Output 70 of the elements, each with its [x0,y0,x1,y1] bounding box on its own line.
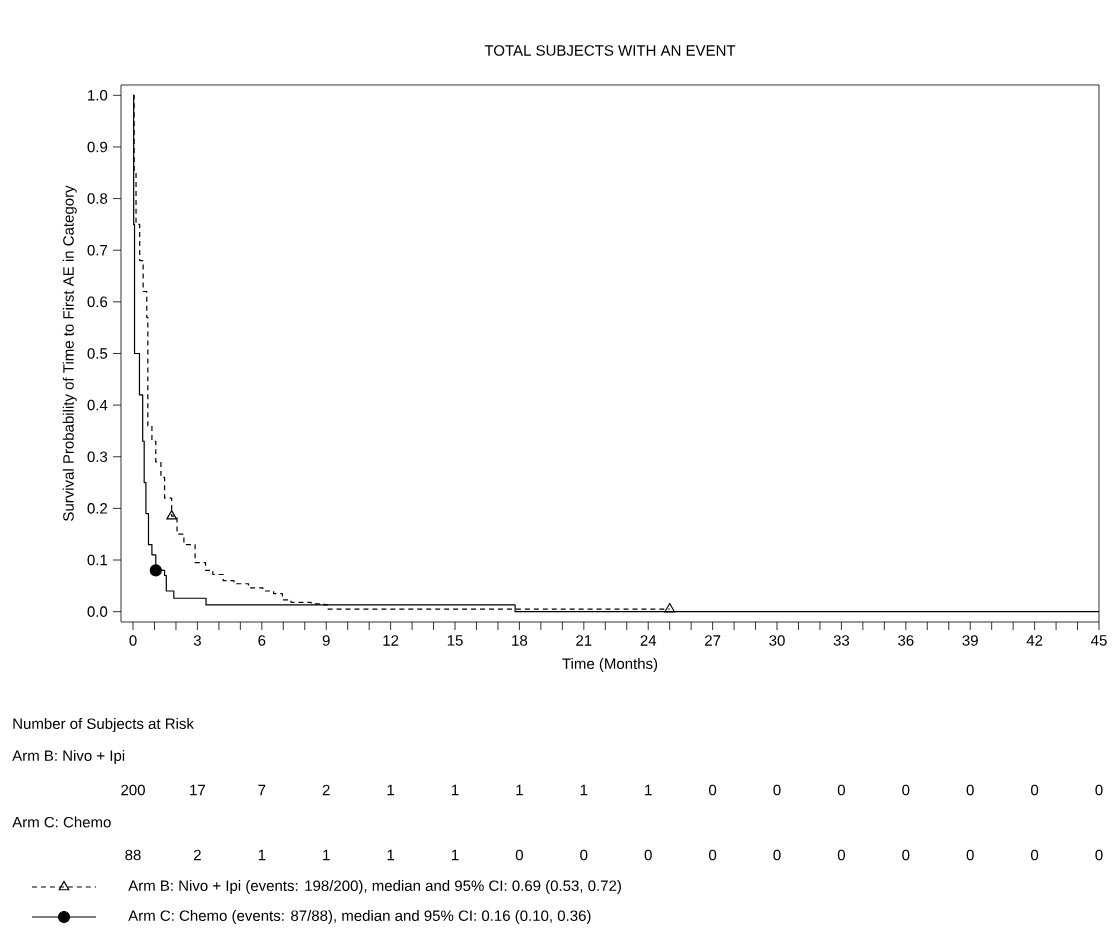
text: 0 [966,784,974,796]
text: 0 [1095,849,1103,861]
y-tick-label: 0.3 [87,451,108,463]
text: 2 [322,784,330,796]
x-tick-label: 3 [193,635,201,646]
x-tick-label: 24 [640,635,657,646]
text: 1 [645,784,652,796]
text: 0 [709,784,717,796]
text: 200 [121,784,145,796]
text: 0 [1095,784,1103,796]
point [166,510,178,520]
text: 0 [1031,849,1039,861]
text: 2 [193,849,201,861]
y-tick-label: 0.5 [87,348,108,359]
chart-title: TOTAL SUBJECTS WITH AN EVENT [484,45,736,56]
x-tick-label: 33 [833,635,850,646]
x-tick-label: 15 [447,635,463,646]
y-tick-label: 0.1 [87,554,108,566]
text: 0 [837,849,845,861]
text: 0 [709,849,717,861]
y-tick-label: 1.0 [88,90,108,101]
text: 0 [773,784,781,796]
text: 0 [773,849,781,861]
legend-label: Arm B: Nivo + Ipi (events: 198/200), median and 95% CI: 0.69 (0.53, 0.72) [128,879,621,894]
text: 0 [966,849,974,861]
x-axis-title: Time (Months) [562,658,658,672]
y-tick-label: 0.6 [87,296,108,308]
text: 1 [451,849,459,861]
x-tick-label: 27 [705,635,721,646]
y-tick-label: 0.4 [87,399,108,411]
text: 0 [580,849,588,861]
text: 1 [258,849,266,861]
text: 17 [190,784,205,796]
text: 1 [580,784,588,796]
text: 1 [451,784,459,796]
text: Arm B: Nivo + Ipi [12,749,125,764]
text: 0 [644,849,652,861]
text: 0 [902,784,910,796]
x-tick-label: 18 [512,635,528,646]
x-tick-label: 12 [383,635,399,646]
x-tick-label: 0 [129,635,137,646]
text: 0 [515,849,523,861]
text: 0 [1031,784,1039,796]
x-tick-label: 6 [258,635,266,646]
text: Number of Subjects at Risk [13,717,194,732]
x-tick-label: 45 [1091,635,1107,646]
text: 1 [387,849,395,861]
point [664,602,676,613]
x-tick-label: 42 [1026,635,1043,646]
y-tick-label: 0.0 [87,606,108,617]
text: 0 [837,784,845,796]
y-axis-title: Survival Probability of Time to First AE in Category [62,185,77,521]
x-tick-label: 30 [769,635,785,646]
text: 7 [258,784,266,796]
y-tick-label: 0.8 [87,193,108,204]
y-tick-label: 0.2 [87,503,108,514]
text: 88 [125,849,141,861]
text: 1 [323,849,330,861]
x-tick-label: 36 [898,635,914,646]
text: 0 [902,849,910,861]
text: 1 [516,784,523,796]
x-tick-label: 9 [322,635,330,646]
legend-label: Arm C: Chemo (events: 87/88), median and 95% CI: 0.16 (0.10, 0.36) [128,909,591,924]
y-tick-label: 0.9 [87,141,108,153]
text: Arm C: Chemo [12,816,111,828]
x-tick-label: 21 [576,635,592,646]
text: 1 [387,784,395,796]
y-tick-label: 0.7 [87,244,108,256]
point [149,564,162,577]
x-tick-label: 39 [962,635,978,646]
